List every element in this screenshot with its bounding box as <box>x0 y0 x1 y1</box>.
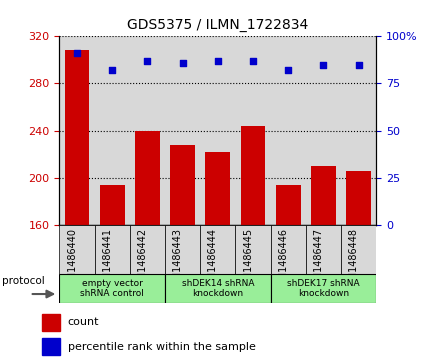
Bar <box>200 36 235 225</box>
Point <box>320 62 327 68</box>
Bar <box>276 185 301 225</box>
Bar <box>165 36 200 225</box>
Bar <box>271 36 306 225</box>
Point <box>249 58 257 64</box>
Bar <box>165 274 271 302</box>
Bar <box>200 225 235 274</box>
Text: GSM1486448: GSM1486448 <box>348 228 359 293</box>
Bar <box>341 36 376 225</box>
Bar <box>306 225 341 274</box>
Bar <box>170 145 195 225</box>
Text: count: count <box>68 317 99 327</box>
Bar <box>42 338 60 355</box>
Title: GDS5375 / ILMN_1722834: GDS5375 / ILMN_1722834 <box>127 19 308 33</box>
Bar <box>235 36 271 225</box>
Text: GSM1486442: GSM1486442 <box>137 228 147 293</box>
Bar <box>341 225 376 274</box>
Bar <box>241 126 265 225</box>
Point <box>109 68 116 73</box>
Text: GSM1486445: GSM1486445 <box>243 228 253 293</box>
Bar <box>346 171 371 225</box>
Bar <box>95 225 130 274</box>
Bar <box>205 152 230 225</box>
Text: percentile rank within the sample: percentile rank within the sample <box>68 342 255 352</box>
Bar <box>130 225 165 274</box>
Point <box>73 50 81 56</box>
Text: GSM1486443: GSM1486443 <box>172 228 183 293</box>
Bar <box>100 185 125 225</box>
Point <box>179 60 186 66</box>
Bar <box>271 225 306 274</box>
Bar <box>59 225 95 274</box>
Text: GSM1486446: GSM1486446 <box>278 228 288 293</box>
Text: shDEK14 shRNA
knockdown: shDEK14 shRNA knockdown <box>182 278 254 298</box>
Bar <box>311 166 336 225</box>
Bar <box>165 225 200 274</box>
Point <box>285 68 292 73</box>
Text: GSM1486440: GSM1486440 <box>67 228 77 293</box>
Bar <box>65 50 89 225</box>
Bar <box>235 225 271 274</box>
Bar <box>42 314 60 331</box>
Bar <box>130 36 165 225</box>
Text: shDEK17 shRNA
knockdown: shDEK17 shRNA knockdown <box>287 278 360 298</box>
Text: GSM1486441: GSM1486441 <box>102 228 112 293</box>
Bar <box>59 36 95 225</box>
Point <box>144 58 151 64</box>
Text: empty vector
shRNA control: empty vector shRNA control <box>80 278 144 298</box>
Text: GSM1486444: GSM1486444 <box>208 228 218 293</box>
Text: protocol: protocol <box>2 276 45 286</box>
Bar <box>59 274 165 302</box>
Bar <box>95 36 130 225</box>
Text: GSM1486447: GSM1486447 <box>313 228 323 293</box>
Bar <box>271 274 376 302</box>
Point <box>355 62 362 68</box>
Bar <box>306 36 341 225</box>
Bar <box>135 131 160 225</box>
Point <box>214 58 221 64</box>
